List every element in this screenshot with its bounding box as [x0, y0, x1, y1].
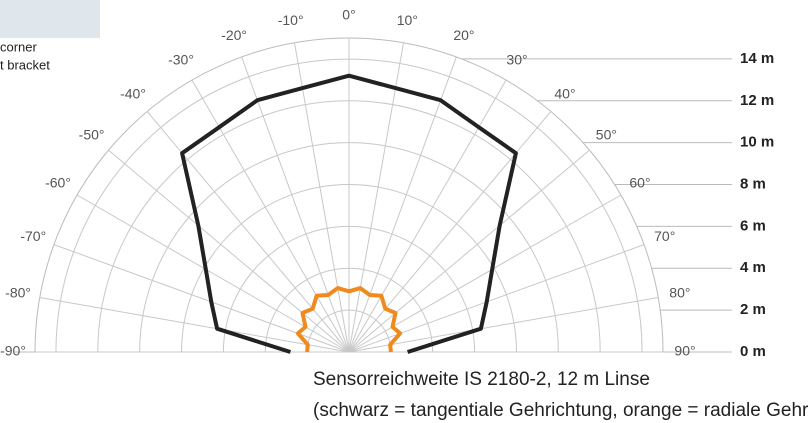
angle-label: 50°: [596, 127, 617, 143]
angle-label: -80°: [5, 284, 31, 300]
side-text: corner: [0, 39, 38, 54]
angle-label: 90°: [674, 343, 695, 359]
angle-label: -40°: [120, 85, 146, 101]
product-image: [0, 0, 100, 38]
angle-label: -10°: [278, 12, 304, 28]
angle-label: 10°: [397, 12, 418, 28]
spoke: [348, 296, 659, 353]
angle-label: -20°: [221, 27, 247, 43]
caption: (schwarz = tangentiale Gehrichtung, oran…: [313, 400, 808, 421]
range-label: 0 m: [740, 343, 766, 360]
spoke: [108, 149, 350, 353]
range-curve: [295, 286, 403, 353]
range-label: 10 m: [740, 134, 774, 151]
spoke: [348, 149, 590, 353]
angle-label: 80°: [669, 284, 690, 300]
grid: 0 m 2 m 4 m 6 m 8 m 10 m 12 m 14 m -90° -80° -70° -…: [0, 7, 774, 360]
angle-label: 40°: [554, 85, 575, 101]
spoke: [348, 56, 457, 353]
range-curve: [180, 73, 518, 354]
angle-label: -30°: [168, 52, 194, 68]
range-label: 6 m: [740, 217, 766, 234]
range-label: 4 m: [740, 259, 766, 276]
range-label: 12 m: [740, 92, 774, 109]
spoke: [146, 111, 350, 353]
angle-label: 20°: [453, 27, 474, 43]
spoke: [39, 296, 350, 353]
angle-label: -60°: [45, 175, 71, 191]
side-text: t bracket: [0, 57, 50, 72]
range-label: 2 m: [740, 301, 766, 318]
angle-label: -90°: [0, 343, 26, 359]
spoke: [293, 42, 350, 353]
angle-label: 70°: [654, 228, 675, 244]
spoke: [348, 42, 405, 353]
spoke: [348, 111, 552, 353]
range-label: 8 m: [740, 176, 766, 193]
spoke: [348, 79, 507, 353]
angle-label: 30°: [506, 52, 527, 68]
angle-label: 0°: [342, 7, 355, 23]
spoke: [241, 56, 350, 353]
angle-label: -50°: [79, 127, 105, 143]
angle-label: -70°: [20, 228, 46, 244]
spoke: [191, 79, 350, 353]
caption: Sensorreichweite IS 2180-2, 12 m Linse: [313, 369, 650, 390]
plot: [180, 73, 518, 354]
range-label: 14 m: [740, 50, 774, 67]
angle-label: 60°: [629, 175, 650, 191]
